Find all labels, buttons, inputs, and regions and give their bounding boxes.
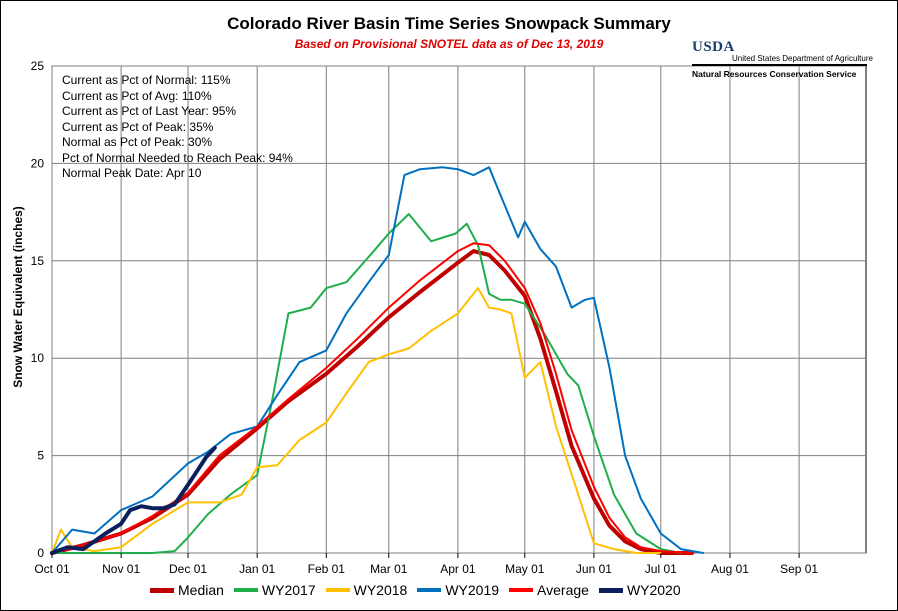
legend-swatch (598, 587, 623, 593)
legend-item-wy2020: WY2020 (598, 582, 681, 598)
series-lines (50, 166, 705, 555)
stat-line: Current as Pct of Peak: 35% (62, 119, 214, 134)
x-tick-label: Oct 01 (34, 562, 70, 576)
series-line-median (50, 249, 694, 555)
y-tick-label: 0 (37, 546, 44, 560)
y-tick-label: 15 (31, 254, 45, 268)
y-tick-label: 25 (31, 59, 45, 73)
series-line-wy2020 (50, 445, 217, 555)
legend-swatch (325, 588, 350, 592)
x-tick-label: Apr 01 (440, 562, 476, 576)
legend-item-wy2018: WY2018 (325, 582, 408, 598)
x-tick-label: Jun 01 (576, 562, 612, 576)
legend-swatch (233, 588, 258, 592)
x-tick-label: Jan 01 (239, 562, 275, 576)
stat-line: Current as Pct of Normal: 115% (62, 73, 231, 87)
y-tick-label: 20 (31, 156, 45, 170)
grid (51, 65, 867, 554)
legend-swatch (150, 587, 174, 593)
legend-item-median: Median (150, 582, 224, 598)
legend-label: Median (178, 582, 224, 598)
x-tick-label: Feb 01 (308, 562, 346, 576)
legend: Median WY2017 WY2018 WY2019 Average WY2020 (150, 580, 691, 600)
series-line-wy2017 (51, 213, 682, 554)
y-axis-label: Snow Water Equivalent (inches) (11, 206, 25, 388)
stat-line: Current as Pct of Avg: 110% (62, 88, 212, 103)
legend-item-wy2019: WY2019 (417, 582, 499, 598)
usda-logo: USDA United States Department of Agricul… (692, 39, 873, 79)
x-tick-label: Jul 01 (645, 562, 677, 576)
x-tick-label: May 01 (505, 562, 545, 576)
legend-item-wy2017: WY2017 (233, 582, 316, 598)
legend-label: Average (537, 582, 589, 598)
legend-item-average: Average (509, 582, 589, 598)
y-tick-label: 5 (37, 449, 44, 463)
y-tick-label: 10 (31, 351, 45, 365)
legend-label: WY2017 (261, 582, 316, 598)
legend-label: WY2019 (445, 582, 500, 598)
stats-box: Current as Pct of Normal: 115% Current as… (62, 73, 293, 182)
legend-swatch (509, 588, 534, 592)
axes: 0 5 10 15 20 25 Oct 01 Nov 01 Dec 01 Jan 01 Feb 01… (31, 59, 819, 576)
stat-line: Current as Pct of Last Year: 95% (62, 104, 237, 118)
stat-line: Normal Peak Date: Apr 10 (62, 166, 202, 180)
series-line-wy2019 (51, 166, 705, 554)
stat-line: Pct of Normal Needed to Reach Peak: 94% (62, 150, 293, 165)
stat-line: Normal as Pct of Peak: 30% (62, 135, 213, 149)
legend-label: WY2018 (353, 582, 408, 598)
x-tick-label: Sep 01 (780, 562, 818, 576)
x-tick-label: Dec 01 (169, 562, 207, 576)
chart-subtitle: Based on Provisional SNOTEL data as of D… (294, 37, 604, 51)
x-tick-label: Mar 01 (370, 562, 408, 576)
legend-swatch (417, 588, 442, 592)
x-tick-label: Aug 01 (711, 562, 749, 576)
x-tick-label: Nov 01 (102, 562, 140, 576)
series-line-average (51, 242, 693, 554)
series-line-wy2018 (51, 287, 662, 554)
chart-title: Colorado River Basin Time Series Snowpac… (227, 14, 671, 33)
legend-label: WY2020 (626, 582, 681, 598)
